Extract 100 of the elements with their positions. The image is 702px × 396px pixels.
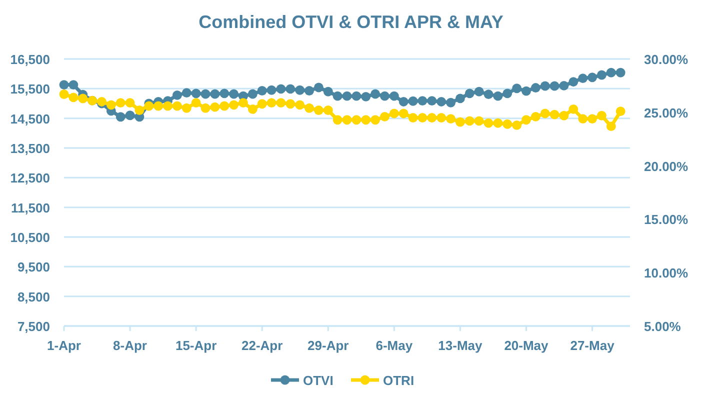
x-tick-label: 6-May: [376, 338, 414, 353]
point: [266, 85, 276, 95]
point: [616, 68, 626, 78]
point: [352, 91, 362, 101]
point: [352, 115, 362, 125]
point: [370, 89, 380, 99]
point: [332, 91, 342, 101]
point: [568, 77, 578, 87]
point: [210, 102, 220, 112]
y-tick-label: 13,500: [10, 141, 50, 156]
point: [596, 70, 606, 80]
point: [559, 80, 569, 90]
point: [418, 96, 428, 106]
point: [276, 98, 286, 108]
point: [78, 94, 88, 104]
point: [568, 104, 578, 114]
point: [578, 114, 588, 124]
point: [502, 88, 512, 98]
point: [540, 81, 550, 91]
point: [200, 103, 210, 113]
point: [191, 98, 201, 108]
point: [342, 115, 352, 125]
legend-label: OTRI: [383, 373, 414, 388]
point: [398, 97, 408, 106]
point: [616, 106, 626, 116]
point: [427, 113, 437, 122]
point: [389, 91, 399, 101]
point: [418, 113, 428, 122]
point: [493, 91, 503, 101]
point: [502, 119, 512, 129]
point: [144, 101, 154, 111]
y2-tick-label: 15.00%: [644, 212, 689, 228]
y-tick-label: 15,500: [10, 82, 50, 97]
point: [588, 72, 597, 82]
point: [182, 103, 192, 113]
point: [248, 104, 258, 114]
point: [295, 100, 305, 110]
point: [530, 83, 540, 92]
point: [116, 112, 126, 122]
point: [257, 99, 267, 109]
y2-tick-label: 10.00%: [644, 266, 689, 281]
point: [332, 115, 342, 125]
point: [154, 101, 164, 111]
point: [106, 100, 116, 110]
y2-tick-label: 25.00%: [644, 105, 689, 120]
x-tick-label: 27-May: [570, 338, 616, 353]
point: [380, 91, 390, 101]
point: [455, 94, 465, 104]
point: [163, 101, 172, 111]
point: [68, 92, 78, 102]
legend-label: OTVI: [303, 373, 334, 388]
point: [361, 92, 371, 102]
point: [286, 99, 296, 109]
point: [286, 84, 296, 94]
point: [276, 84, 286, 94]
point: [484, 90, 494, 100]
y-tick-label: 11,500: [10, 200, 50, 216]
point: [522, 115, 531, 125]
point: [370, 115, 380, 125]
point: [172, 90, 182, 100]
point: [220, 101, 230, 111]
point: [522, 86, 531, 96]
point: [200, 89, 210, 99]
point: [210, 89, 220, 99]
x-tick-label: 22-Apr: [242, 338, 283, 353]
y-tick-label: 9,500: [17, 260, 50, 275]
y2-tick-label: 20.00%: [644, 158, 689, 174]
point: [229, 89, 239, 99]
point: [257, 86, 267, 96]
point: [314, 82, 324, 92]
point: [512, 120, 522, 130]
point: [238, 98, 248, 108]
point: [304, 86, 314, 96]
point: [493, 118, 503, 128]
point: [59, 80, 69, 90]
point: [606, 122, 616, 131]
x-tick-label: 20-May: [504, 338, 550, 353]
point: [446, 114, 456, 124]
point: [248, 89, 258, 99]
x-tick-label: 29-Apr: [308, 338, 349, 353]
x-tick-label: 15-Apr: [175, 338, 217, 353]
point: [474, 116, 484, 126]
point: [588, 114, 597, 124]
point: [134, 106, 144, 115]
point: [172, 101, 182, 111]
y-tick-label: 10,500: [10, 230, 50, 245]
point: [578, 74, 588, 83]
x-tick-label: 1-Apr: [47, 338, 81, 353]
point: [559, 110, 569, 120]
point: [323, 106, 333, 115]
point: [380, 112, 390, 122]
y-tick-label: 16,500: [10, 52, 50, 67]
point: [484, 118, 494, 128]
y-tick-label: 7,500: [17, 319, 50, 334]
point: [464, 116, 474, 126]
point: [182, 88, 192, 98]
point: [266, 98, 276, 108]
y-tick-label: 14,500: [10, 111, 50, 126]
chart-title: Combined OTVI & OTRI APR & MAY: [198, 12, 504, 32]
point: [59, 90, 69, 99]
